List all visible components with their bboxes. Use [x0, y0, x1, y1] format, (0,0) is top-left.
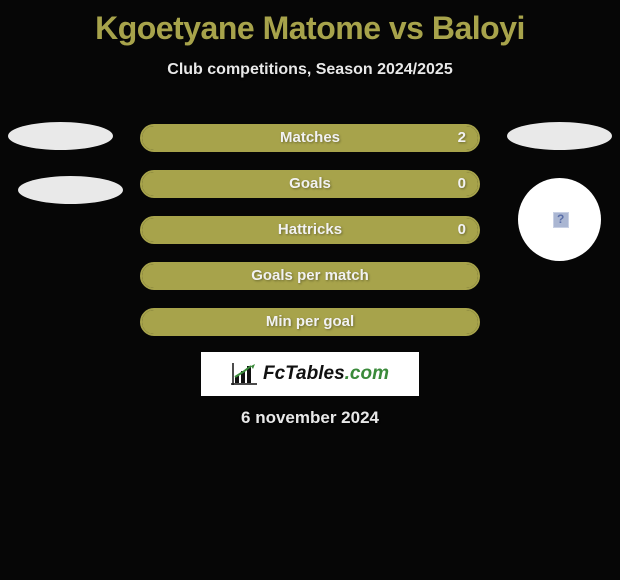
stat-row-goals: Goals 0 — [140, 170, 480, 198]
stat-row-min-per-goal: Min per goal — [140, 308, 480, 336]
stats-rows: Matches 2 Goals 0 Hattricks 0 Goals per … — [140, 124, 480, 354]
stat-label: Min per goal — [142, 310, 478, 334]
stat-label: Goals per match — [142, 264, 478, 288]
player-right-shadow-1 — [507, 122, 612, 150]
stat-label: Matches — [142, 126, 478, 150]
stat-row-goals-per-match: Goals per match — [140, 262, 480, 290]
player-left-shadow-1 — [8, 122, 113, 150]
brand-text-green: .com — [345, 363, 389, 384]
player-right-avatar-placeholder: ? — [518, 178, 601, 261]
date-label: 6 november 2024 — [0, 408, 620, 428]
brand-text-black: FcTables — [263, 363, 345, 384]
stat-row-hattricks: Hattricks 0 — [140, 216, 480, 244]
stat-value: 0 — [458, 218, 466, 242]
stat-value: 2 — [458, 126, 466, 150]
stat-row-matches: Matches 2 — [140, 124, 480, 152]
brand-logo[interactable]: FcTables.com — [201, 352, 419, 396]
player-left-shadow-2 — [18, 176, 123, 204]
stat-label: Hattricks — [142, 218, 478, 242]
page-subtitle: Club competitions, Season 2024/2025 — [0, 61, 620, 79]
stat-value: 0 — [458, 172, 466, 196]
page-title: Kgoetyane Matome vs Baloyi — [0, 0, 620, 47]
bar-chart-icon — [231, 363, 257, 385]
brand-text: FcTables.com — [263, 363, 389, 385]
placeholder-question-mark: ? — [557, 212, 564, 226]
stat-label: Goals — [142, 172, 478, 196]
